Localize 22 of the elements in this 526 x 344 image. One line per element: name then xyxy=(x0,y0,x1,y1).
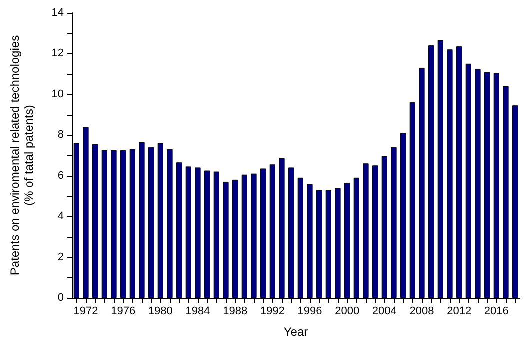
y-tick-label: 10 xyxy=(52,88,64,100)
x-tick-label: 1976 xyxy=(111,306,136,318)
y-tick-label: 4 xyxy=(58,210,64,223)
y-tick-label: 2 xyxy=(58,251,64,264)
x-tick-label: 1984 xyxy=(186,306,210,318)
x-tick-label: 2016 xyxy=(484,306,509,318)
y-tick-label: 14 xyxy=(52,7,64,19)
x-axis-title: Year xyxy=(284,325,308,339)
x-tick-label: 1988 xyxy=(223,306,248,318)
x-tick-label: 1980 xyxy=(148,306,173,318)
y-tick-label: 0 xyxy=(58,292,64,304)
x-tick-label: 2008 xyxy=(410,306,434,318)
x-tick-label: 2004 xyxy=(372,306,397,318)
y-tick-label: 8 xyxy=(58,129,64,142)
y-tick-label: 6 xyxy=(58,170,64,182)
x-tick-label: 1992 xyxy=(260,306,285,318)
x-tick-label: 2000 xyxy=(335,306,360,318)
x-tick-label: 1972 xyxy=(74,306,98,318)
y-tick-label: 12 xyxy=(52,48,64,60)
x-tick-label: 1996 xyxy=(298,306,322,318)
x-tick-label: 2012 xyxy=(447,306,472,318)
y-axis-title: Patents on enviromental related technologies (% of tatal patents) xyxy=(8,35,36,276)
